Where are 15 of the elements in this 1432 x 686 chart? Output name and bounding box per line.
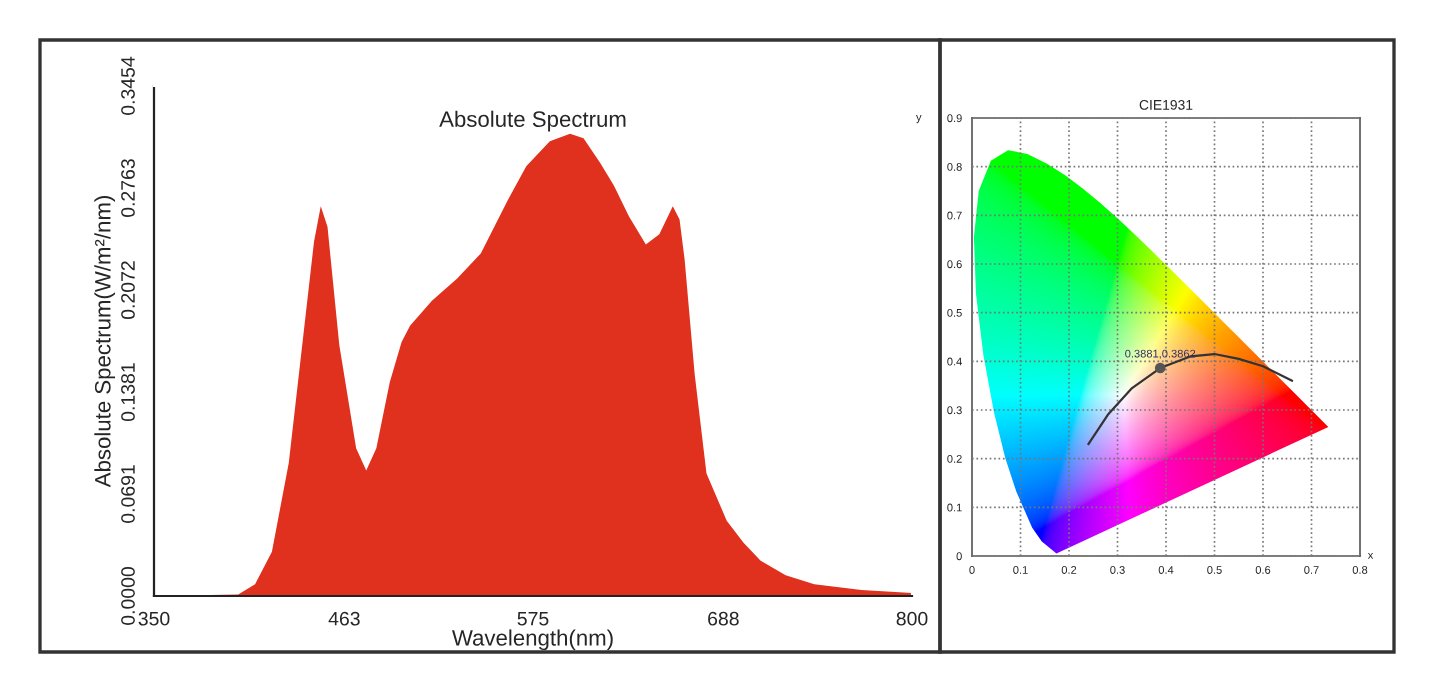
y-tick-label: 0.2072 (121, 261, 135, 320)
x-tick-label: 463 (328, 611, 360, 626)
x-tick-label: 575 (517, 611, 549, 626)
y-tick-label: 0.2763 (121, 159, 135, 217)
y-tick-label: 0.1381 (121, 363, 135, 422)
x-tick-label: 800 (896, 611, 928, 626)
text: Absolute Spectrum (439, 110, 626, 132)
y-tick-label: 0.3454 (121, 56, 135, 115)
y-tick-label: 0.0000 (121, 567, 135, 625)
y-tick-label: 0.0691 (121, 465, 135, 523)
x-tick-label: 688 (708, 611, 739, 626)
x-tick-label: 350 (138, 611, 170, 626)
x-axis-title: Wavelength(nm) (452, 629, 613, 651)
y-axis-title: Absolute Spectrum(W/m²/nm) (94, 196, 116, 488)
line-series (1087, 352, 1294, 446)
